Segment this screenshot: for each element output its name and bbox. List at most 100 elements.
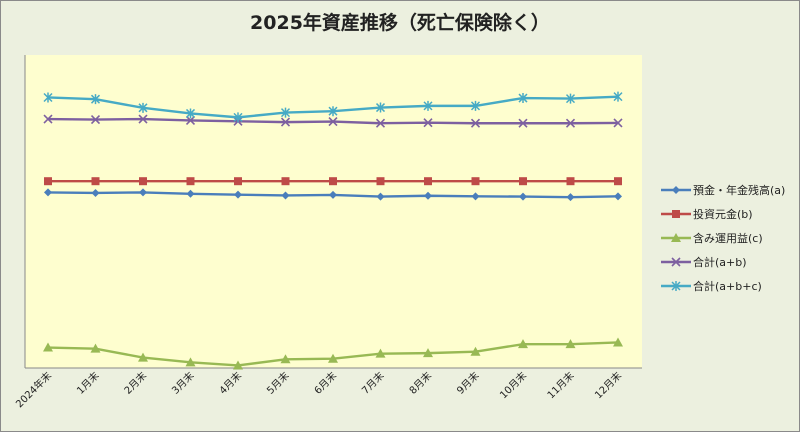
data-point	[281, 191, 290, 200]
data-point	[613, 91, 623, 102]
data-point	[186, 177, 195, 186]
data-point	[328, 353, 338, 363]
x-tick-label: 12月末	[592, 369, 624, 401]
data-point	[233, 360, 243, 370]
legend-label: 合計(a+b+c)	[693, 279, 762, 293]
x-tick-label: 2月末	[121, 369, 149, 397]
data-point	[185, 108, 196, 119]
data-point	[518, 93, 528, 104]
data-point	[43, 92, 53, 103]
series-4	[43, 114, 623, 128]
data-point	[43, 114, 53, 124]
data-point	[375, 118, 386, 128]
data-point	[138, 102, 148, 113]
data-point	[424, 191, 432, 200]
data-point	[280, 354, 291, 364]
data-point	[519, 192, 527, 201]
data-point	[471, 177, 480, 186]
data-point	[186, 189, 195, 198]
data-point	[90, 343, 101, 353]
legend-entry: 合計(a+b)	[661, 255, 747, 269]
x-tick-label: 1月末	[74, 369, 102, 397]
series-1	[44, 188, 622, 202]
legend-marker	[671, 233, 681, 242]
data-point	[329, 190, 337, 199]
data-point	[281, 177, 290, 186]
legend-entry: 合計(a+b+c)	[661, 279, 762, 293]
data-point	[470, 100, 481, 111]
x-tick-label: 5月末	[264, 369, 292, 397]
data-point	[280, 107, 291, 118]
data-point	[44, 177, 52, 186]
x-tick-label: 7月末	[359, 369, 387, 397]
data-point	[138, 352, 148, 362]
x-tick-label: 2024年末	[13, 369, 54, 410]
x-tick-label: 4月末	[216, 369, 244, 397]
data-point	[280, 117, 291, 127]
plot-area	[25, 55, 642, 368]
data-point	[566, 177, 575, 186]
legend-label: 合計(a+b)	[693, 255, 747, 269]
data-point	[90, 115, 101, 125]
legend-label: 投資元金(b)	[693, 207, 753, 221]
data-point	[376, 177, 385, 186]
data-point	[614, 177, 622, 186]
data-point	[138, 114, 148, 124]
data-point	[613, 337, 623, 347]
data-point	[139, 177, 147, 186]
data-point	[91, 188, 100, 197]
data-point	[376, 192, 385, 201]
data-point	[424, 177, 432, 186]
x-tick-label: 9月末	[454, 369, 482, 397]
x-tick-label: 8月末	[406, 369, 434, 397]
legend-label: 含み運用益(c)	[693, 231, 763, 245]
data-point	[423, 100, 433, 111]
legend-entry: 預金・年金残高(a)	[661, 183, 785, 197]
data-point	[565, 118, 576, 128]
legend-marker	[672, 186, 680, 194]
data-point	[375, 102, 386, 113]
data-point	[566, 193, 575, 202]
data-point	[234, 177, 242, 186]
data-point	[234, 190, 242, 199]
legend-marker	[671, 257, 681, 267]
data-point	[518, 118, 528, 128]
data-point	[614, 192, 622, 201]
data-point	[139, 188, 147, 197]
data-point	[328, 116, 338, 127]
data-point	[44, 188, 52, 197]
series-3	[43, 337, 623, 370]
data-point	[470, 346, 481, 356]
x-tick-label: 3月末	[169, 369, 197, 397]
data-point	[613, 118, 623, 128]
data-point	[375, 348, 386, 358]
legend-entry: 含み運用益(c)	[661, 231, 763, 245]
data-point	[565, 93, 576, 104]
data-point	[329, 177, 337, 186]
data-point	[423, 118, 433, 128]
data-point	[233, 112, 243, 123]
data-point	[471, 192, 480, 201]
chart-title: 2025年資産推移（死亡保険除く）	[250, 12, 550, 34]
data-point	[518, 339, 528, 349]
series-2	[44, 177, 622, 186]
data-point	[423, 348, 433, 358]
x-tick-label: 10月末	[497, 369, 529, 401]
data-point	[90, 94, 101, 105]
data-point	[565, 339, 576, 349]
series-5	[43, 91, 623, 123]
data-point	[91, 177, 100, 186]
legend-label: 預金・年金残高(a)	[693, 183, 785, 197]
legend-marker	[671, 281, 681, 291]
data-point	[519, 177, 527, 186]
legend-entry: 投資元金(b)	[661, 207, 753, 221]
data-point	[43, 342, 53, 352]
data-point	[185, 357, 196, 367]
data-point	[328, 106, 338, 117]
x-tick-label: 6月末	[311, 369, 339, 397]
legend-marker	[672, 210, 680, 218]
data-point	[185, 115, 196, 126]
x-tick-label: 11月末	[544, 369, 576, 401]
data-point	[470, 118, 481, 128]
